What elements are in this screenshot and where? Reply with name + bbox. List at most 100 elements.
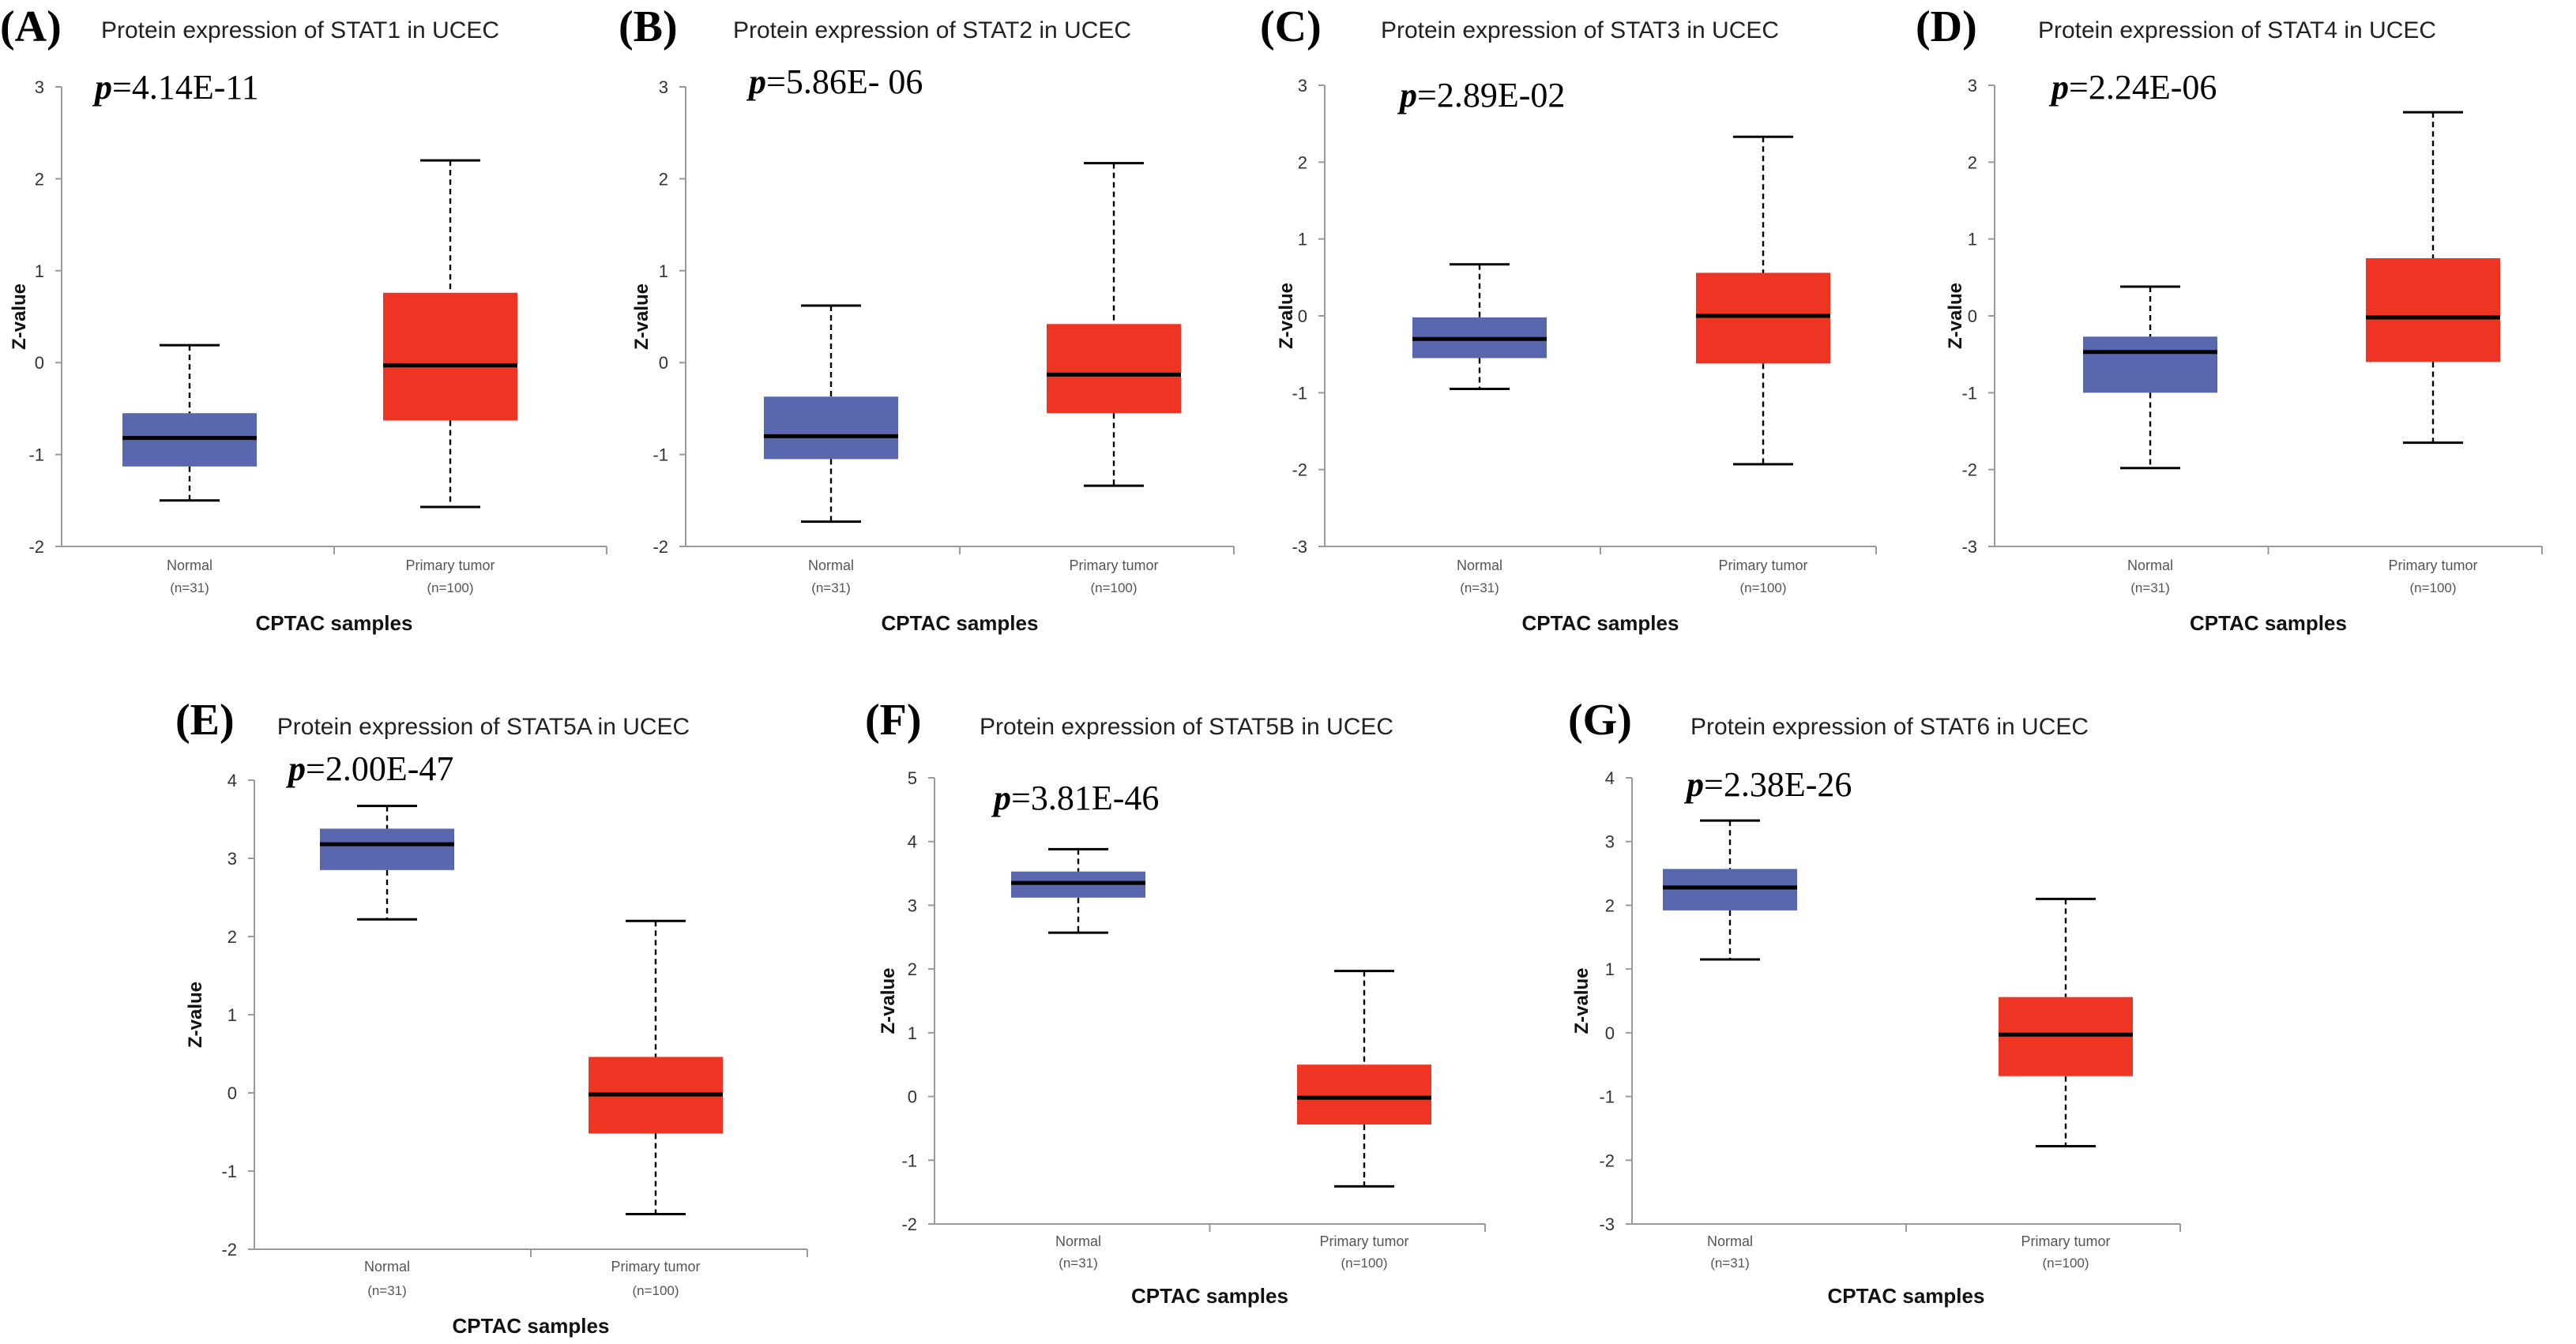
x-axis-label: CPTAC samples	[453, 1314, 610, 1338]
category-label: Primary tumor	[611, 1259, 700, 1275]
sample-count-label: (n=31)	[1460, 580, 1499, 595]
x-axis-label: CPTAC samples	[882, 611, 1039, 635]
panel-label: (C)	[1260, 2, 1322, 51]
y-axis-label: Z-value	[1276, 283, 1297, 349]
x-axis-label: CPTAC samples	[2190, 611, 2347, 635]
y-tick-label: -1	[221, 1162, 237, 1181]
chart-title: Protein expression of STAT2 in UCEC	[733, 17, 1131, 43]
p-symbol: p	[746, 62, 766, 101]
p-value: p=4.14E-11	[92, 68, 259, 107]
panel-label: (G)	[1568, 696, 1632, 745]
y-tick-label: 2	[1605, 895, 1615, 915]
y-axis-label: Z-value	[878, 967, 899, 1034]
p-value-number: =2.24E-06	[2069, 68, 2217, 107]
p-value: p=5.86E- 06	[746, 62, 923, 101]
chart-title: Protein expression of STAT6 in UCEC	[1690, 714, 2089, 740]
y-tick-label: 3	[1968, 76, 1977, 96]
chart-panel: (F) Protein expression of STAT5B in UCEC p…	[865, 696, 1486, 1308]
chart-panel: (B) Protein expression of STAT2 in UCEC p=…	[619, 2, 1235, 635]
p-value-number: =2.38E-26	[1704, 765, 1852, 804]
category-label: Normal	[1707, 1233, 1753, 1249]
category-label: Primary tumor	[1319, 1233, 1408, 1249]
category-label: Primary tumor	[405, 557, 495, 573]
y-tick-label: 0	[35, 353, 44, 373]
y-tick-label: 0	[1298, 306, 1307, 326]
y-tick-label: 3	[659, 77, 668, 97]
category-label: Normal	[1055, 1233, 1101, 1249]
y-tick-label: 2	[1968, 152, 1977, 172]
y-tick-label: -2	[1599, 1151, 1615, 1170]
category-label: Normal	[808, 557, 854, 573]
iqr-box	[320, 828, 454, 870]
x-axis-label: CPTAC samples	[1522, 611, 1679, 635]
p-value-number: =3.81E-46	[1011, 779, 1159, 817]
box-primary-tumor: Primary tumor (n=100)	[2366, 111, 2500, 595]
box-primary-tumor: Primary tumor (n=100)	[1999, 897, 2133, 1271]
box-normal: Normal (n=31)	[320, 805, 454, 1298]
y-tick-label: 2	[35, 169, 44, 189]
box-primary-tumor: Primary tumor (n=100)	[1297, 970, 1431, 1271]
box-normal: Normal (n=31)	[764, 304, 898, 595]
sample-count-label: (n=100)	[2042, 1256, 2089, 1271]
y-tick-label: -1	[28, 445, 44, 465]
category-label: Primary tumor	[2021, 1233, 2110, 1249]
y-tick-label: 4	[1605, 768, 1615, 788]
x-axis-label: CPTAC samples	[1828, 1284, 1985, 1308]
box-normal: Normal (n=31)	[1412, 263, 1547, 595]
y-tick-label: 1	[1298, 230, 1307, 250]
sample-count-label: (n=31)	[367, 1283, 407, 1298]
chart-panel: (A) Protein expression of STAT1 in UCEC p=…	[0, 2, 607, 635]
y-tick-label: 1	[1605, 959, 1615, 979]
box-primary-tumor: Primary tumor (n=100)	[589, 919, 723, 1298]
y-tick-label: 1	[35, 261, 44, 281]
p-value-number: =2.00E-47	[306, 749, 453, 788]
y-tick-label: 3	[228, 849, 237, 869]
chart-title: Protein expression of STAT1 in UCEC	[101, 17, 499, 43]
y-tick-label: 2	[228, 927, 237, 947]
y-tick-label: 5	[908, 768, 917, 788]
y-tick-label: 0	[1605, 1023, 1615, 1043]
y-tick-label: -3	[1292, 537, 1307, 557]
p-value: p=3.81E-46	[991, 779, 1159, 817]
chart-title: Protein expression of STAT5B in UCEC	[980, 714, 1393, 740]
y-tick-label: 3	[35, 77, 44, 97]
panel-label: (D)	[1916, 2, 1977, 51]
y-tick-label: -3	[1961, 537, 1977, 557]
chart-panel: (D) Protein expression of STAT4 in UCEC p=…	[1916, 2, 2543, 635]
iqr-box	[2083, 336, 2217, 393]
y-tick-label: -2	[652, 537, 668, 557]
category-label: Normal	[364, 1259, 410, 1275]
box-normal: Normal (n=31)	[1663, 819, 1797, 1271]
panel-label: (E)	[175, 696, 235, 745]
p-value: p=2.24E-06	[2048, 68, 2217, 107]
category-label: Primary tumor	[2388, 557, 2477, 573]
y-tick-label: 0	[908, 1087, 917, 1107]
y-tick-label: -1	[1961, 383, 1977, 403]
y-tick-label: -2	[1961, 460, 1977, 480]
box-primary-tumor: Primary tumor (n=100)	[1696, 135, 1830, 595]
panel-label: (B)	[619, 2, 678, 51]
chart-panel: (G) Protein expression of STAT6 in UCEC p=…	[1568, 696, 2181, 1308]
y-tick-label: 3	[1605, 832, 1615, 852]
p-value-number: =2.89E-02	[1417, 76, 1565, 115]
p-value: p=2.00E-47	[285, 749, 453, 788]
y-tick-label: -1	[1599, 1087, 1615, 1107]
x-axis-label: CPTAC samples	[1131, 1284, 1288, 1308]
y-tick-label: 3	[908, 895, 917, 915]
y-tick-label: 1	[659, 261, 668, 281]
box-normal: Normal (n=31)	[1011, 847, 1145, 1271]
box-primary-tumor: Primary tumor (n=100)	[383, 159, 517, 595]
chart-panel: (E) Protein expression of STAT5A in UCEC p…	[175, 696, 808, 1338]
iqr-box	[1663, 869, 1797, 910]
chart-title: Protein expression of STAT5A in UCEC	[277, 714, 690, 740]
y-axis-label: Z-value	[9, 283, 30, 350]
y-tick-label: 1	[228, 1005, 237, 1025]
y-tick-label: -1	[901, 1151, 917, 1170]
p-symbol: p	[1397, 76, 1417, 115]
p-symbol: p	[2048, 68, 2069, 107]
y-tick-label: 0	[228, 1083, 237, 1103]
y-tick-label: 2	[1298, 152, 1307, 172]
chart-title: Protein expression of STAT3 in UCEC	[1381, 17, 1779, 43]
y-axis-label: Z-value	[1945, 283, 1966, 349]
